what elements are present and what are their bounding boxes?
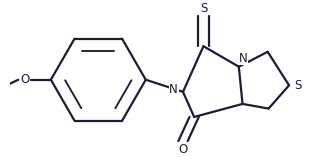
Text: O: O: [178, 143, 188, 156]
Text: S: S: [200, 2, 207, 15]
Text: N: N: [239, 52, 248, 65]
Text: O: O: [20, 73, 29, 86]
Text: N: N: [169, 83, 178, 95]
Text: S: S: [295, 79, 302, 92]
